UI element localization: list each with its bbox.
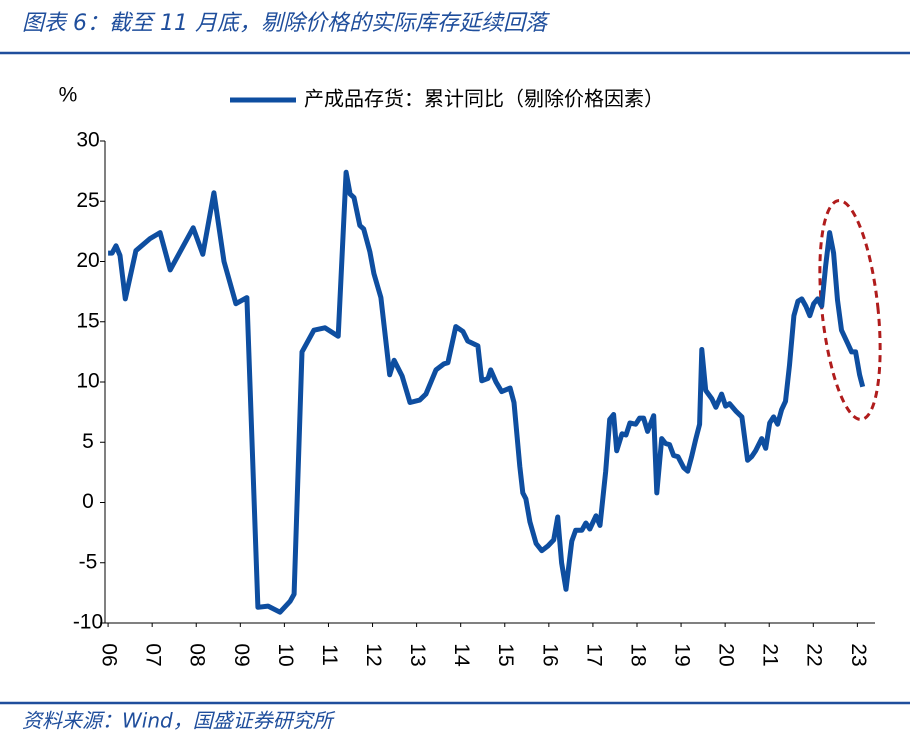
y-tick-label: 0 [82,490,94,513]
y-unit: % [59,84,78,107]
y-tick-label: 20 [76,249,99,272]
x-tick-label: 18 [626,643,649,666]
y-tick-label: -10 [73,611,103,634]
chart-title: 图表 6：截至 11 月底，剔除价格的实际库存延续回落 [22,11,550,36]
x-tick-label: 13 [406,643,429,666]
x-tick-label: 08 [186,643,209,666]
x-tick-label: 10 [274,643,297,666]
legend-label: 产成品存货：累计同比（剔除价格因素） [304,87,664,111]
x-tick-label: 17 [582,643,605,666]
x-tick-label: 12 [362,643,385,666]
x-tick-label: 19 [671,643,694,666]
y-tick-label: 10 [76,370,99,393]
x-tick-label: 21 [759,643,782,666]
x-tick-label: 14 [450,643,473,667]
x-tick-label: 07 [142,643,165,666]
y-tick-label: 30 [76,129,99,152]
x-tick-label: 09 [230,643,253,666]
y-tick-label: 15 [76,309,99,332]
x-tick-label: 20 [715,643,738,666]
source-note: 资料来源：Wind，国盛证券研究所 [22,709,336,733]
y-tick-label: 25 [76,189,99,212]
series-line [108,169,866,615]
x-tick-label: 11 [318,644,341,666]
y-tick-label: -5 [79,550,98,573]
x-tick-label: 23 [847,643,870,666]
x-tick-label: 16 [538,643,561,666]
y-tick-label: 5 [82,430,94,453]
highlight-ellipse [818,199,882,421]
x-tick-label: 06 [98,643,121,666]
x-tick-label: 22 [803,643,826,666]
x-tick-label: 15 [494,643,517,666]
